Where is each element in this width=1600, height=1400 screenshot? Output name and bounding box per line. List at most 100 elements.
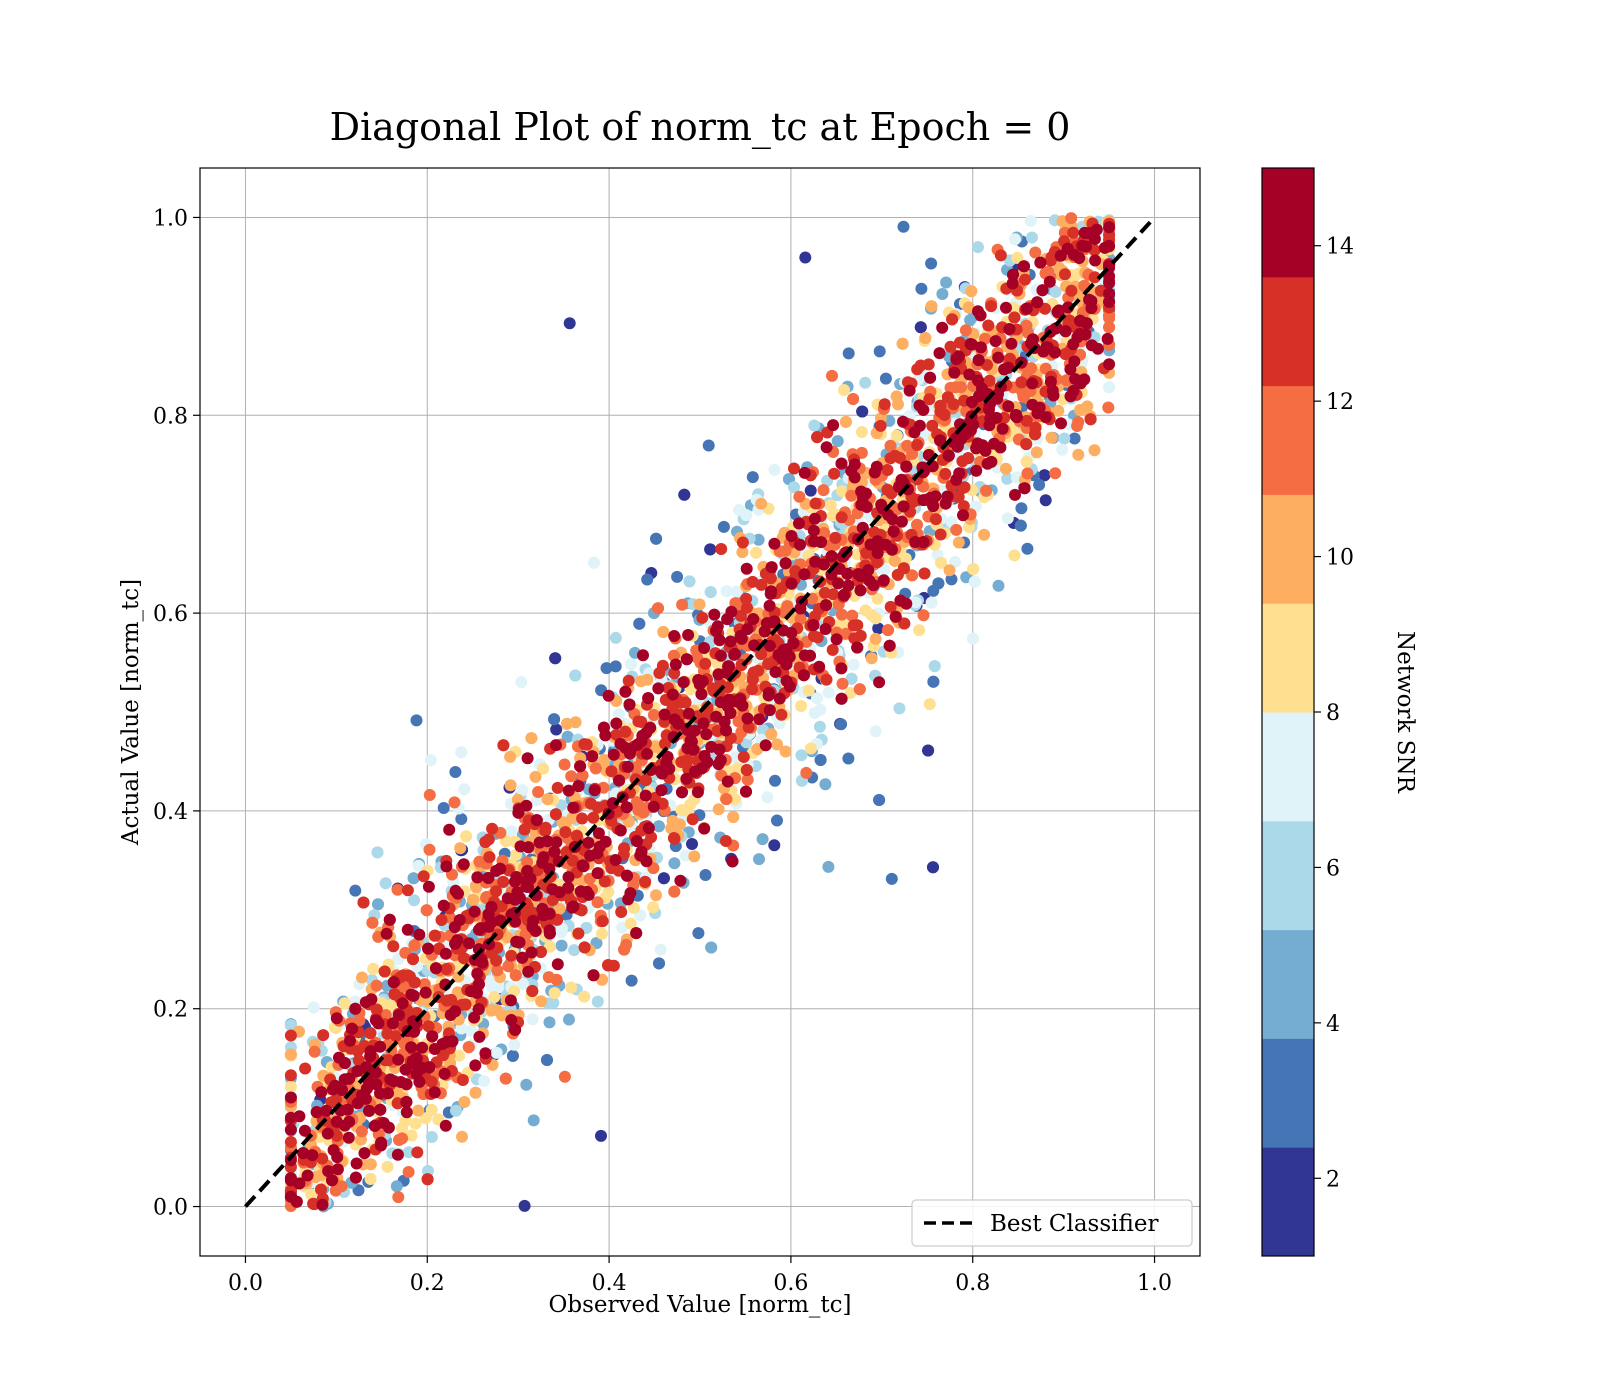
- scatter-point: [859, 376, 872, 389]
- scatter-point: [869, 725, 882, 738]
- scatter-point: [515, 676, 528, 689]
- scatter-point: [639, 789, 652, 802]
- scatter-point: [788, 462, 800, 475]
- colorbar-segment: [1262, 168, 1314, 278]
- scatter-point: [853, 683, 866, 696]
- scatter-point: [702, 439, 715, 452]
- scatter-point: [761, 791, 774, 804]
- scatter-point: [846, 609, 859, 622]
- scatter-point: [448, 796, 461, 809]
- scatter-point: [882, 624, 894, 637]
- scatter-point: [479, 836, 492, 848]
- scatter-point: [396, 1122, 408, 1135]
- scatter-point: [983, 374, 996, 387]
- scatter-point: [446, 1035, 459, 1048]
- scatter-point: [284, 1091, 297, 1104]
- scatter-point: [578, 990, 591, 1003]
- scatter-point: [672, 717, 685, 730]
- scatter-point: [504, 994, 517, 1007]
- scatter-point: [698, 642, 711, 654]
- scatter-point: [457, 858, 470, 871]
- scatter-point: [1103, 287, 1116, 300]
- scatter-point: [490, 885, 502, 898]
- scatter-point: [895, 473, 908, 486]
- scatter-point: [918, 567, 931, 580]
- scatter-point: [729, 751, 742, 764]
- scatter-point: [512, 803, 525, 816]
- scatter-point: [1078, 373, 1091, 386]
- scatter-point: [578, 941, 591, 954]
- scatter-point: [566, 854, 579, 867]
- scatter-point: [956, 455, 969, 468]
- scatter-point: [426, 1030, 439, 1043]
- scatter-point: [425, 1075, 438, 1088]
- scatter-point: [1001, 472, 1014, 485]
- scatter-point: [771, 738, 784, 751]
- scatter-point: [957, 500, 970, 513]
- scatter-point: [387, 976, 400, 989]
- scatter-point: [379, 1009, 392, 1022]
- scatter-point: [647, 709, 660, 721]
- scatter-point: [814, 754, 827, 766]
- scatter-point: [985, 455, 998, 468]
- scatter-point: [964, 314, 977, 327]
- scatter-point: [537, 851, 550, 864]
- scatter-point: [762, 689, 775, 702]
- scatter-point: [900, 460, 913, 473]
- scatter-point: [366, 916, 379, 929]
- scatter-point: [422, 880, 435, 893]
- scatter-point: [827, 588, 839, 601]
- scatter-point: [410, 714, 423, 727]
- scatter-point: [873, 345, 886, 358]
- scatter-point: [331, 1163, 344, 1176]
- scatter-point: [719, 724, 732, 737]
- scatter-point: [1008, 549, 1021, 562]
- scatter-point: [879, 538, 892, 551]
- scatter-point: [705, 941, 718, 954]
- scatter-point: [382, 1087, 394, 1100]
- scatter-point: [499, 1072, 512, 1085]
- scatter-point: [762, 658, 775, 670]
- scatter-point: [576, 812, 589, 825]
- scatter-point: [925, 257, 938, 270]
- chart-title: Diagonal Plot of norm_tc at Epoch = 0: [330, 105, 1071, 150]
- scatter-point: [1064, 363, 1077, 376]
- scatter-point: [793, 517, 805, 530]
- scatter-point: [780, 658, 793, 671]
- scatter-point: [428, 1086, 441, 1099]
- scatter-point: [308, 1045, 321, 1058]
- scatter-point: [322, 1165, 335, 1178]
- scatter-point: [502, 960, 515, 973]
- scatter-point: [596, 915, 609, 928]
- scatter-point: [419, 986, 432, 999]
- scatter-point: [740, 592, 753, 605]
- scatter-point: [753, 853, 765, 866]
- scatter-point: [506, 1049, 519, 1062]
- scatter-point: [482, 872, 495, 884]
- scatter-point: [765, 561, 778, 574]
- scatter-point: [592, 827, 605, 840]
- scatter-point: [884, 439, 897, 452]
- scatter-point: [535, 995, 548, 1008]
- scatter-point: [740, 562, 753, 575]
- scatter-point: [623, 698, 636, 711]
- scatter-point: [349, 1002, 362, 1015]
- scatter-point: [517, 977, 529, 990]
- scatter-point: [807, 630, 820, 643]
- scatter-point: [652, 820, 665, 833]
- scatter-point: [699, 657, 712, 670]
- scatter-point: [737, 751, 750, 763]
- scatter-point: [982, 319, 995, 332]
- scatter-point: [1065, 212, 1078, 225]
- scatter-point: [714, 696, 727, 709]
- scatter-point: [693, 598, 706, 611]
- scatter-point: [639, 774, 652, 786]
- y-axis-ticks: 0.00.20.40.60.81.0: [153, 206, 200, 1221]
- scatter-point: [852, 568, 865, 581]
- scatter-point: [526, 1013, 539, 1026]
- scatter-point: [542, 971, 555, 984]
- scatter-point: [558, 758, 571, 771]
- scatter-point: [613, 774, 626, 787]
- scatter-point: [1103, 321, 1116, 334]
- scatter-point: [890, 429, 903, 442]
